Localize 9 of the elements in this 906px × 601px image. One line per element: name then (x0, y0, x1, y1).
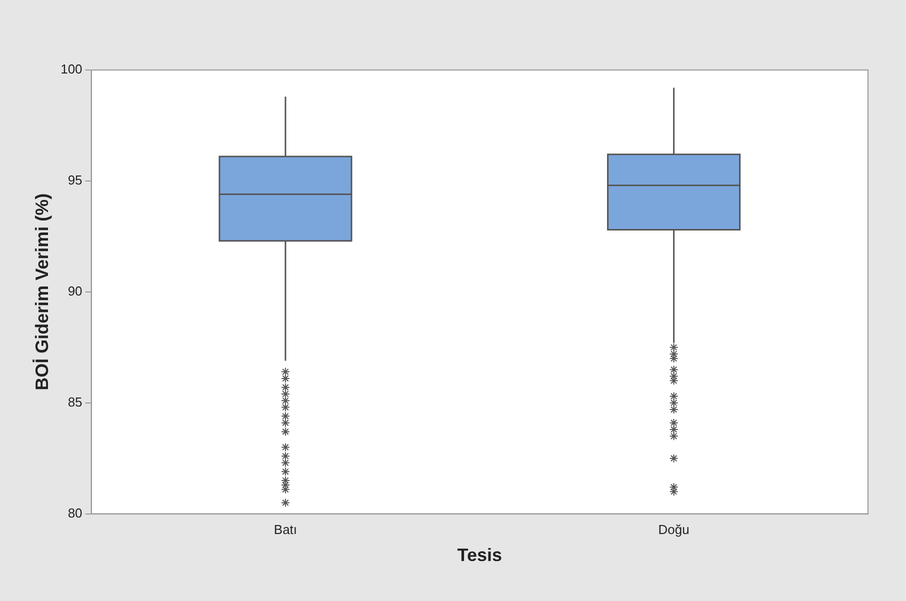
x-axis-title: Tesis (457, 545, 502, 566)
x-tick-label: Batı (274, 522, 298, 538)
y-tick-label: 85 (68, 394, 82, 410)
x-tick-label: Doğu (658, 522, 690, 538)
y-tick-label: 80 (68, 505, 82, 520)
y-tick-label: 100 (60, 62, 82, 77)
y-tick-label: 95 (68, 172, 82, 188)
y-axis-title: BOİ Giderim Verimi (%) (32, 193, 52, 390)
y-tick-label: 90 (68, 283, 82, 298)
